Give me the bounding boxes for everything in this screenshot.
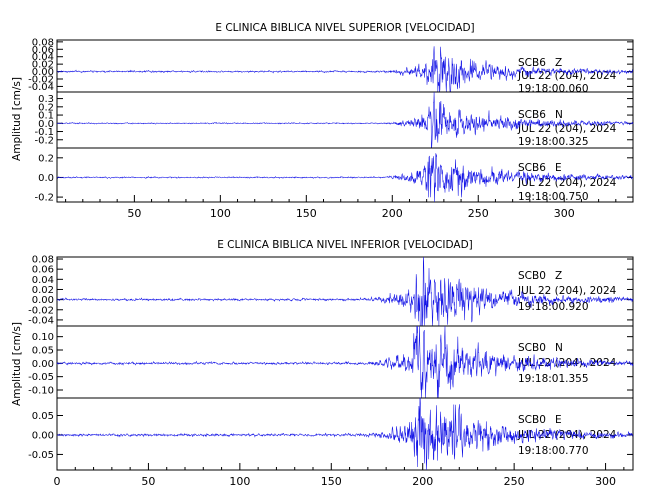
lower-panel-e-time: 19:18:00.770 <box>518 445 589 457</box>
upper-x-axis-tick-label: 250 <box>468 207 489 220</box>
lower-panel-e-date: JUL 22 (204), 2024 <box>517 429 617 441</box>
lower-x-axis-tick-label: 50 <box>141 475 155 488</box>
upper-panel-z-component: Z <box>555 57 562 69</box>
upper-x-axis-tick-label: 100 <box>210 207 231 220</box>
lower-x-axis-tick-label: 100 <box>229 475 250 488</box>
upper-panel-e-time: 19:18:00.750 <box>518 191 589 203</box>
upper-panel-n-ytick-label: -0.2 <box>34 135 54 146</box>
lower-x-axis-tick-label: 300 <box>595 475 616 488</box>
upper-panel-z-ytick-label: 0.04 <box>32 52 54 63</box>
lower-x-axis-tick-label: 200 <box>412 475 433 488</box>
lower-x-axis-tick-label: 0 <box>54 475 61 488</box>
upper-panel-n-ytick-label: 0.0 <box>38 119 54 130</box>
upper-panel-z-ytick-label: -0.04 <box>28 82 54 93</box>
upper-panel-e: SCB6 E JUL 22 (204), 2024 19:18:00.750 0… <box>34 147 634 204</box>
lower-panel-n: SCB0 N JUL 22 (204), 2024 19:18:01.355 0… <box>28 325 634 399</box>
lower-title: E CLINICA BIBLICA NIVEL INFERIOR [VELOCI… <box>217 239 473 251</box>
upper-panel-n-ytick-label: 0.2 <box>38 102 54 113</box>
upper-panel-n-station: SCB6 <box>518 109 546 121</box>
lower-panel-n-ytick-label: 0.10 <box>32 332 54 343</box>
upper-panel-n-trace <box>56 91 634 149</box>
lower-panel-n-trace <box>56 325 634 399</box>
lower-panel-z-trace <box>56 256 634 327</box>
lower-panel-e-component: E <box>555 414 562 426</box>
upper-panel-e-station: SCB6 <box>518 162 546 174</box>
upper-x-axis-tick-label: 200 <box>382 207 403 220</box>
lower-panel-n-component: N <box>555 342 563 354</box>
lower-panel-e-station: SCB0 <box>518 414 546 426</box>
lower-panel-e-ytick-label: -0.05 <box>28 450 54 461</box>
upper-title: E CLINICA BIBLICA NIVEL SUPERIOR [VELOCI… <box>215 22 474 34</box>
upper-panel-z: SCB6 Z JUL 22 (204), 2024 19:18:00.060 0… <box>28 37 634 95</box>
upper-panel-z-ytick-label: -0.02 <box>28 75 54 86</box>
lower-panel-n-ytick-label: 0.05 <box>32 346 54 357</box>
upper-panel-n-ytick-label: 0.3 <box>38 94 54 105</box>
lower-panel-z-date: JUL 22 (204), 2024 <box>517 285 617 297</box>
lower-panel-z-ytick-label: -0.04 <box>28 315 54 326</box>
upper-ylabel: Amplitud [cm/s] <box>11 77 23 161</box>
lower-panel-z-time: 19:18:00.920 <box>518 301 589 313</box>
upper-panel-z-time: 19:18:00.060 <box>518 83 589 95</box>
lower-panel-z-ytick-label: 0.06 <box>32 265 54 276</box>
upper-panel-e-trace <box>56 153 634 203</box>
lower-panel-z-station: SCB0 <box>518 270 546 282</box>
upper-x-axis-tick-label: 300 <box>554 207 575 220</box>
upper-panel-n: SCB6 N JUL 22 (204), 2024 19:18:00.325 0… <box>34 91 634 149</box>
lower-panel-e-trace <box>56 397 634 471</box>
upper-panel-z-station: SCB6 <box>518 57 546 69</box>
upper-panel-e-ytick-label: -0.2 <box>34 193 54 204</box>
upper-panel-n-ytick-label: -0.1 <box>34 127 54 138</box>
upper-x-axis-tick-label: 50 <box>127 207 141 220</box>
lower-seismogram-group: E CLINICA BIBLICA NIVEL INFERIOR [VELOCI… <box>11 239 634 488</box>
upper-panel-n-component: N <box>555 109 563 121</box>
upper-x-axis-tick-label: 150 <box>296 207 317 220</box>
upper-panel-e-frame <box>56 147 634 203</box>
lower-x-axis-tick-label: 150 <box>321 475 342 488</box>
lower-panel-e-ytick-label: 0.05 <box>32 411 54 422</box>
lower-ylabel: Amplitud [cm/s] <box>11 322 23 406</box>
lower-panel-e: SCB0 E JUL 22 (204), 2024 19:18:00.770 0… <box>28 397 634 471</box>
lower-panel-z: SCB0 Z JUL 22 (204), 2024 19:18:00.920 0… <box>28 255 634 327</box>
upper-x-axis: 50 100 150 200 250 300 <box>65 195 634 220</box>
upper-panel-z-ytick-label: 0.06 <box>32 45 54 56</box>
lower-panel-n-station: SCB0 <box>518 342 546 354</box>
lower-panel-n-ytick-label: 0.00 <box>32 359 54 370</box>
upper-panel-e-ytick-label: 0.0 <box>38 173 54 184</box>
lower-panel-z-component: Z <box>555 270 562 282</box>
lower-panel-z-ytick-label: 0.08 <box>32 255 54 266</box>
lower-panel-e-ytick-label: 0.00 <box>32 430 54 441</box>
upper-panel-z-trace <box>56 46 634 93</box>
upper-panel-n-time: 19:18:00.325 <box>518 136 589 148</box>
lower-panel-n-time: 19:18:01.355 <box>518 373 589 385</box>
lower-panel-z-ytick-label: 0.00 <box>32 295 54 306</box>
lower-panel-z-ytick-label: -0.02 <box>28 305 54 316</box>
upper-seismogram-group: E CLINICA BIBLICA NIVEL SUPERIOR [VELOCI… <box>11 22 634 220</box>
lower-panel-e-frame <box>56 397 634 471</box>
lower-x-axis-tick-label: 250 <box>504 475 525 488</box>
upper-panel-z-ytick-label: 0.00 <box>32 67 54 78</box>
lower-panel-n-ytick-label: -0.10 <box>28 386 54 397</box>
lower-panel-z-ytick-label: 0.04 <box>32 275 54 286</box>
upper-panel-z-ytick-label: 0.02 <box>32 60 54 71</box>
upper-panel-z-date: JUL 22 (204), 2024 <box>517 70 617 82</box>
upper-panel-n-ytick-label: 0.1 <box>38 111 54 122</box>
upper-panel-z-ytick-label: 0.08 <box>32 37 54 48</box>
lower-panel-z-ytick-label: 0.02 <box>32 285 54 296</box>
lower-x-axis: 0 50 100 150 200 250 300 <box>54 463 625 488</box>
lower-panel-n-ytick-label: -0.05 <box>28 372 54 383</box>
upper-panel-n-date: JUL 22 (204), 2024 <box>517 123 617 135</box>
upper-panel-e-ytick-label: 0.2 <box>38 153 54 164</box>
upper-panel-e-component: E <box>555 162 562 174</box>
